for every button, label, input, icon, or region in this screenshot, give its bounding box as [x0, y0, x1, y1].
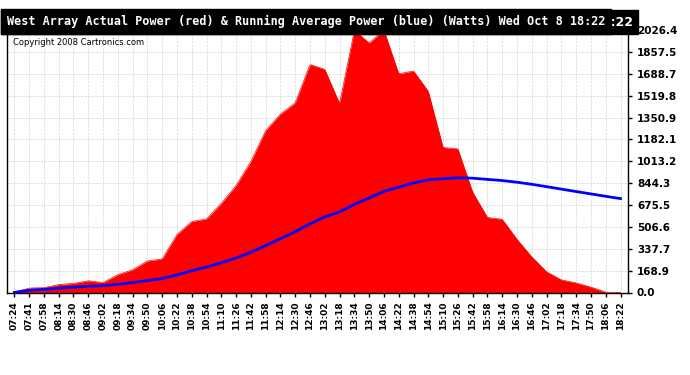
Text: West Array Actual Power (red) & Running Average Power (blue) (Watts) Wed Oct 8 1: West Array Actual Power (red) & Running …: [7, 16, 633, 29]
Text: West Array Actual Power (red) & Running Average Power (blue) (Watts) Wed Oct 8 1: West Array Actual Power (red) & Running …: [7, 15, 605, 28]
Text: Copyright 2008 Cartronics.com: Copyright 2008 Cartronics.com: [13, 38, 144, 47]
